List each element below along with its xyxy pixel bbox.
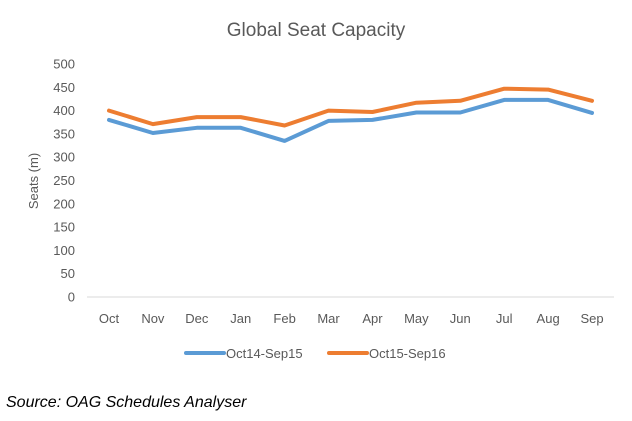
x-tick-label: Apr: [362, 311, 383, 326]
y-tick-label: 150: [53, 220, 75, 235]
x-tick-label: Nov: [141, 311, 165, 326]
x-tick-label: Dec: [185, 311, 209, 326]
x-tick-label: Jul: [496, 311, 513, 326]
x-tick-label: Feb: [273, 311, 295, 326]
legend-label: Oct15-Sep16: [369, 346, 446, 361]
series-line-Oct15-Sep16: [107, 86, 594, 128]
x-tick-label: Sep: [580, 311, 603, 326]
chart-title: Global Seat Capacity: [227, 20, 406, 41]
x-tick-label: Jan: [230, 311, 251, 326]
y-tick-label: 250: [53, 173, 75, 188]
y-axis-label: Seats (m): [26, 153, 41, 209]
x-tick-label: Oct: [99, 311, 120, 326]
y-tick-label: 200: [53, 196, 75, 211]
y-tick-label: 300: [53, 150, 75, 165]
x-tick-label: Jun: [450, 311, 471, 326]
legend-label: Oct14-Sep15: [226, 346, 303, 361]
y-tick-label: 0: [68, 290, 75, 305]
x-tick-label: May: [404, 311, 429, 326]
y-tick-label: 350: [53, 126, 75, 141]
series-line-Oct14-Sep15: [107, 97, 594, 143]
x-tick-label: Aug: [537, 311, 560, 326]
x-tick-label: Mar: [317, 311, 340, 326]
y-tick-label: 50: [61, 266, 75, 281]
y-tick-label: 500: [53, 57, 75, 72]
source-note: Source: OAG Schedules Analyser: [6, 394, 247, 411]
y-tick-label: 400: [53, 103, 75, 118]
y-tick-label: 100: [53, 243, 75, 258]
y-tick-label: 450: [53, 80, 75, 95]
